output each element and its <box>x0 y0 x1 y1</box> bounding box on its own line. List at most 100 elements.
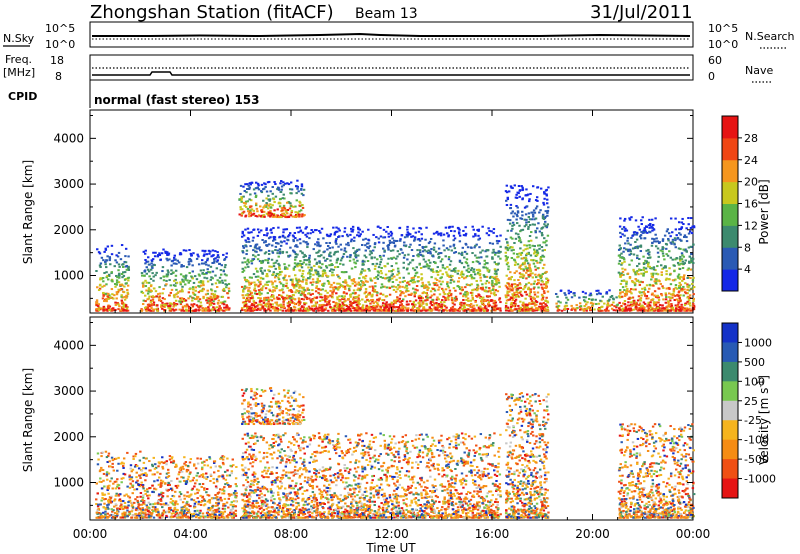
backscatter-cell <box>281 209 284 212</box>
backscatter-cell <box>309 299 312 302</box>
backscatter-cell <box>294 277 298 280</box>
backscatter-cell <box>268 199 271 202</box>
nave-tick-low: 0 <box>708 70 715 83</box>
backscatter-cell <box>302 269 305 272</box>
backscatter-cell <box>275 259 279 262</box>
backscatter-cell <box>305 281 308 284</box>
backscatter-cell <box>665 270 668 273</box>
backscatter-cell <box>335 230 339 233</box>
backscatter-cell <box>396 250 400 253</box>
backscatter-cell <box>169 284 172 287</box>
backscatter-cell <box>218 305 221 308</box>
backscatter-cell <box>388 242 392 245</box>
backscatter-cell <box>660 271 663 274</box>
backscatter-cell <box>675 257 678 260</box>
backscatter-cell <box>287 309 291 312</box>
backscatter-cell <box>583 308 587 311</box>
backscatter-cell <box>334 287 338 290</box>
backscatter-cell <box>397 272 401 275</box>
backscatter-cell <box>327 282 331 285</box>
backscatter-cell <box>427 251 430 254</box>
backscatter-cell <box>607 309 610 312</box>
backscatter-cell <box>289 181 293 184</box>
backscatter-cell <box>163 308 166 311</box>
backscatter-cell <box>317 272 320 275</box>
backscatter-cell <box>658 241 661 244</box>
backscatter-cell <box>127 279 130 282</box>
backscatter-cell <box>243 304 247 307</box>
backscatter-cell <box>410 249 414 252</box>
backscatter-cell <box>429 296 432 299</box>
backscatter-cell <box>692 225 696 228</box>
backscatter-cell <box>423 287 426 290</box>
backscatter-cell <box>396 267 400 270</box>
backscatter-cell <box>363 260 366 263</box>
backscatter-cell <box>476 284 480 287</box>
backscatter-cell <box>258 260 262 263</box>
backscatter-cell <box>282 193 285 196</box>
backscatter-cell <box>517 304 520 307</box>
backscatter-cell <box>544 287 548 290</box>
backscatter-cell <box>98 287 102 290</box>
backscatter-cell <box>264 204 267 207</box>
backscatter-cell <box>418 305 421 308</box>
backscatter-cell <box>517 307 521 310</box>
backscatter-cell <box>516 191 519 194</box>
backscatter-cell <box>523 244 526 247</box>
backscatter-cell <box>516 284 519 287</box>
backscatter-cell <box>290 299 293 302</box>
backscatter-cell <box>682 248 685 251</box>
backscatter-cell <box>273 276 277 279</box>
backscatter-cell <box>533 252 536 255</box>
backscatter-cell <box>645 260 648 263</box>
backscatter-cell <box>470 277 474 280</box>
backscatter-cell <box>247 281 251 284</box>
backscatter-cell <box>312 299 315 302</box>
backscatter-cell <box>493 294 497 297</box>
backscatter-cell <box>324 300 327 303</box>
backscatter-cell <box>317 251 320 254</box>
backscatter-cell <box>691 279 695 282</box>
backscatter-cell <box>537 309 540 312</box>
backscatter-cell <box>471 261 475 264</box>
backscatter-cell <box>272 289 275 292</box>
backscatter-cell <box>321 274 324 277</box>
backscatter-cell <box>376 302 379 305</box>
backscatter-cell <box>311 298 314 301</box>
backscatter-cell <box>103 300 106 303</box>
backscatter-cell <box>253 302 256 305</box>
backscatter-cell <box>678 268 682 271</box>
backscatter-cell <box>524 290 528 293</box>
backscatter-cell <box>477 238 480 241</box>
backscatter-cell <box>216 259 219 262</box>
backscatter-cell <box>542 290 546 293</box>
backscatter-cell <box>324 307 328 310</box>
backscatter-cell <box>372 287 375 290</box>
backscatter-cell <box>386 262 389 265</box>
backscatter-cell <box>392 288 396 291</box>
backscatter-cell <box>259 280 262 283</box>
backscatter-cell <box>647 308 651 311</box>
backscatter-cell <box>513 294 517 297</box>
backscatter-cell <box>610 307 614 310</box>
backscatter-cell <box>153 255 157 258</box>
backscatter-cell <box>525 259 529 262</box>
backscatter-cell <box>622 226 626 229</box>
backscatter-cell <box>361 284 365 287</box>
backscatter-cell <box>656 240 660 243</box>
backscatter-cell <box>223 258 226 261</box>
backscatter-cell <box>446 273 449 276</box>
backscatter-cell <box>495 281 498 284</box>
backscatter-cell <box>599 292 602 295</box>
backscatter-cell <box>403 254 407 257</box>
backscatter-cell <box>362 276 365 279</box>
backscatter-cell <box>457 227 460 230</box>
backscatter-cell <box>529 288 532 291</box>
backscatter-cell <box>181 290 184 293</box>
backscatter-cell <box>636 247 639 250</box>
backscatter-cell <box>227 282 231 285</box>
backscatter-cell <box>288 289 291 292</box>
backscatter-cell <box>478 274 482 277</box>
backscatter-cell <box>402 276 405 279</box>
backscatter-cell <box>312 273 315 276</box>
